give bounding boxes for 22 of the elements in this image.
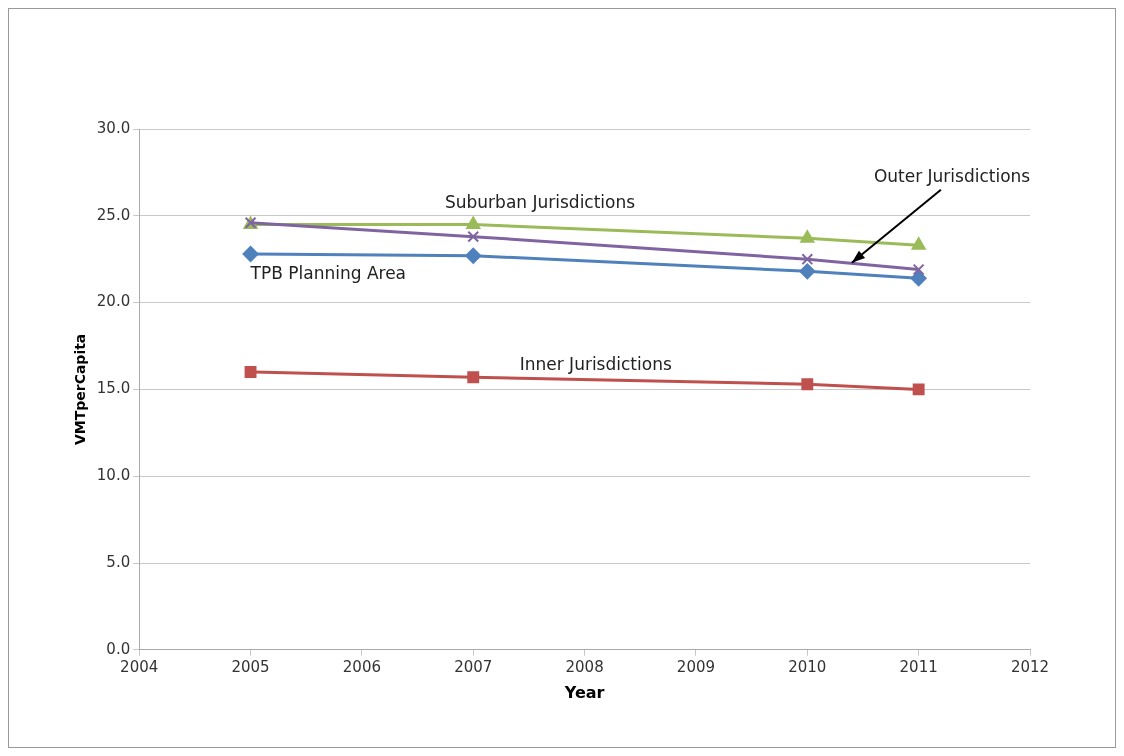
y-tick-label: 15.0 [96,379,131,398]
series-label: TPB Planning Area [249,263,407,284]
y-tick-label: 25.0 [96,205,131,224]
x-tick-label: 2006 [342,657,381,676]
x-tick-label: 2008 [565,657,604,676]
y-tick-label: 0.0 [106,639,131,658]
x-tick-label: 2007 [454,657,493,676]
y-tick-label: 10.0 [96,466,131,485]
x-tick-label: 2009 [676,657,716,676]
series-label: Inner Jurisdictions [519,353,672,374]
y-tick-label: 30.0 [96,118,131,137]
text: Outer Jurisdictions [873,166,1031,187]
y-tick-label: 5.0 [106,552,131,571]
y-tick-label: 20.0 [96,292,131,311]
x-tick-label: 2012 [1010,657,1050,676]
x-tick-label: 2004 [120,657,159,676]
x-axis-title: Year [563,682,605,702]
x-tick-label: 2010 [788,657,827,676]
x-tick-label: 2011 [899,657,938,676]
series-label: Suburban Jurisdictions [444,192,636,213]
x-tick-label: 2005 [231,657,270,676]
y-axis-title: VMTperCapita [72,333,89,446]
